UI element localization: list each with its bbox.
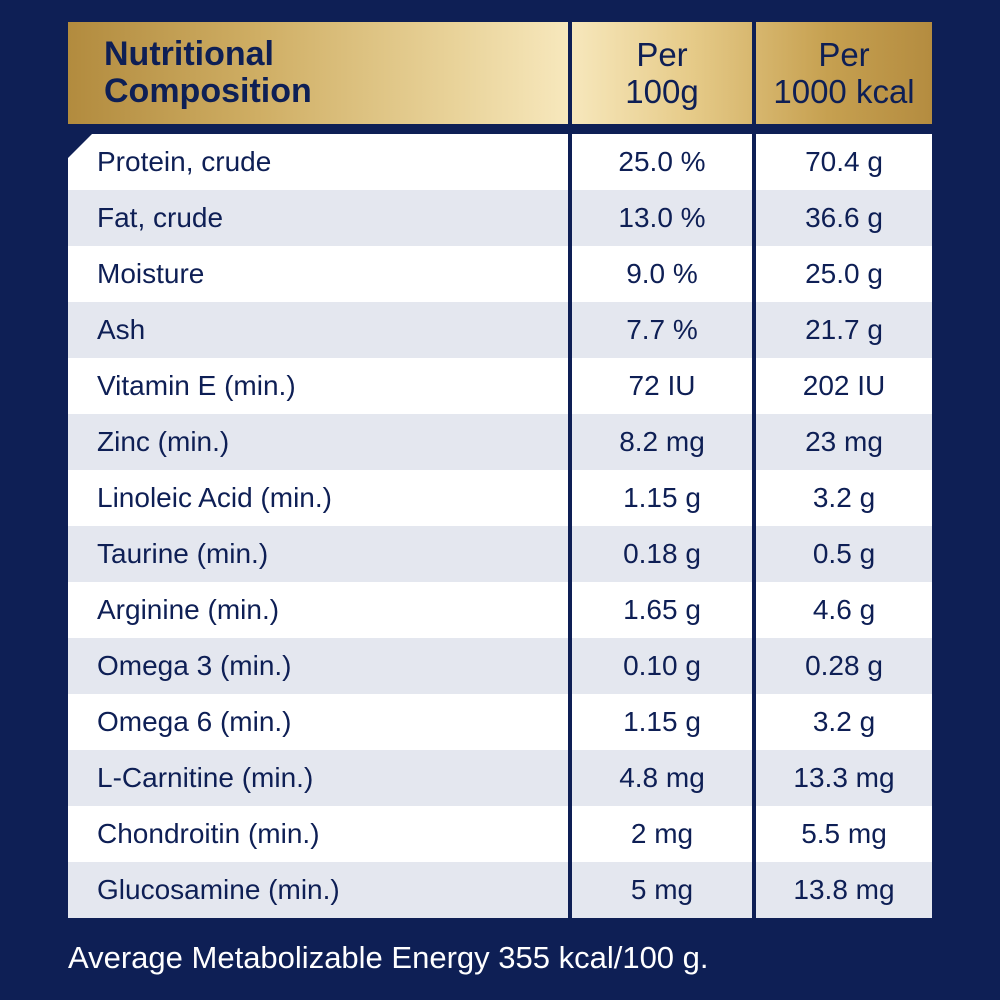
- column-divider: [752, 22, 756, 922]
- value-per-100g: 1.15 g: [623, 706, 701, 737]
- header-col1-line1: Per: [636, 36, 688, 73]
- nutrient-name: Zinc (min.): [97, 426, 230, 457]
- nutrient-name: L-Carnitine (min.): [97, 762, 314, 793]
- energy-footnote: Average Metabolizable Energy 355 kcal/10…: [68, 940, 709, 975]
- nutrient-name: Taurine (min.): [97, 538, 269, 569]
- value-per-100g: 7.7 %: [626, 314, 698, 345]
- header-col2-line2: 1000 kcal: [773, 73, 915, 110]
- nutrient-name: Moisture: [97, 258, 205, 289]
- value-per-1000-kcal: 3.2 g: [812, 482, 876, 513]
- value-per-1000-kcal: 202 IU: [802, 370, 886, 401]
- table-row: Omega 6 (min.) 1.15 g 3.2 g: [68, 694, 932, 750]
- nutrition-table: Nutritional Composition Per 100g Per 100…: [68, 22, 932, 922]
- value-per-1000-kcal: 13.8 mg: [793, 874, 895, 905]
- value-per-1000-kcal: 23 mg: [805, 426, 883, 457]
- value-per-100g: 9.0 %: [626, 258, 698, 289]
- header-nutritional-composition: Nutritional Composition: [104, 22, 564, 124]
- table-row: Arginine (min.) 1.65 g 4.6 g: [68, 582, 932, 638]
- table-row: Taurine (min.) 0.18 g 0.5 g: [68, 526, 932, 582]
- value-per-100g: 4.8 mg: [619, 762, 705, 793]
- table-row: Linoleic Acid (min.) 1.15 g 3.2 g: [68, 470, 932, 526]
- value-per-1000-kcal: 13.3 mg: [793, 762, 895, 793]
- table-row: Moisture 9.0 % 25.0 g: [68, 246, 932, 302]
- header-name-line2: Composition: [104, 72, 312, 110]
- header-per-100g: Per 100g: [572, 22, 752, 124]
- value-per-100g: 72 IU: [628, 370, 696, 401]
- value-per-100g: 8.2 mg: [619, 426, 705, 457]
- nutrient-name: Glucosamine (min.): [97, 874, 340, 905]
- table-row: Glucosamine (min.) 5 mg 13.8 mg: [68, 862, 932, 918]
- nutrient-name: Chondroitin (min.): [97, 818, 320, 849]
- table-row: Chondroitin (min.) 2 mg 5.5 mg: [68, 806, 932, 862]
- value-per-1000-kcal: 4.6 g: [812, 594, 876, 625]
- value-per-1000-kcal: 5.5 mg: [801, 818, 887, 849]
- value-per-1000-kcal: 36.6 g: [805, 202, 883, 233]
- nutrient-name: Omega 6 (min.): [97, 706, 292, 737]
- table-row: Ash 7.7 % 21.7 g: [68, 302, 932, 358]
- value-per-1000-kcal: 0.28 g: [805, 650, 883, 681]
- value-per-1000-kcal: 21.7 g: [805, 314, 883, 345]
- value-per-1000-kcal: 70.4 g: [805, 146, 883, 177]
- nutrient-name: Fat, crude: [97, 202, 224, 233]
- table-row: Protein, crude 25.0 % 70.4 g: [68, 134, 932, 190]
- value-per-100g: 25.0 %: [618, 146, 706, 177]
- table-row: L-Carnitine (min.) 4.8 mg 13.3 mg: [68, 750, 932, 806]
- nutrient-name: Linoleic Acid (min.): [97, 482, 332, 513]
- table-row: Vitamin E (min.) 72 IU 202 IU: [68, 358, 932, 414]
- header-col1-line2: 100g: [625, 73, 699, 110]
- value-per-100g: 1.65 g: [623, 594, 701, 625]
- table-header: Nutritional Composition Per 100g Per 100…: [68, 22, 932, 124]
- value-per-100g: 13.0 %: [618, 202, 706, 233]
- table-body: Protein, crude 25.0 % 70.4 g Fat, crude …: [68, 134, 932, 918]
- value-per-1000-kcal: 25.0 g: [805, 258, 883, 289]
- header-name-line1: Nutritional: [104, 35, 274, 73]
- nutrient-name: Protein, crude: [97, 146, 272, 177]
- value-per-100g: 1.15 g: [623, 482, 701, 513]
- table-row: Omega 3 (min.) 0.10 g 0.28 g: [68, 638, 932, 694]
- table-row: Fat, crude 13.0 % 36.6 g: [68, 190, 932, 246]
- value-per-100g: 0.18 g: [623, 538, 701, 569]
- header-col2-line1: Per: [818, 36, 870, 73]
- column-divider: [568, 22, 572, 922]
- nutrient-name: Arginine (min.): [97, 594, 280, 625]
- header-per-1000-kcal: Per 1000 kcal: [756, 22, 932, 124]
- table-row: Zinc (min.) 8.2 mg 23 mg: [68, 414, 932, 470]
- value-per-1000-kcal: 0.5 g: [812, 538, 876, 569]
- nutrient-name: Vitamin E (min.): [97, 370, 296, 401]
- nutrient-name: Omega 3 (min.): [97, 650, 292, 681]
- nutrient-name: Ash: [97, 314, 146, 345]
- value-per-100g: 2 mg: [630, 818, 694, 849]
- value-per-100g: 0.10 g: [623, 650, 701, 681]
- value-per-1000-kcal: 3.2 g: [812, 706, 876, 737]
- value-per-100g: 5 mg: [630, 874, 694, 905]
